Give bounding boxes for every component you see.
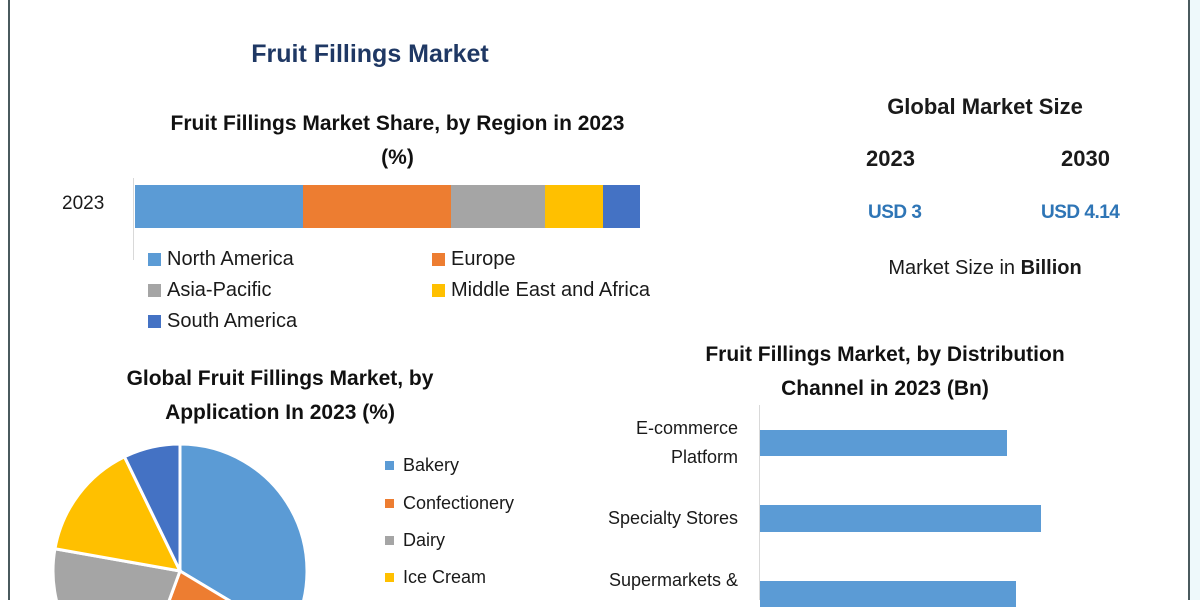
legend-swatch — [385, 573, 394, 582]
left-border — [8, 0, 10, 600]
legend-item-south-america: South America — [148, 310, 297, 333]
dist-label-specialty: Specialty Stores — [568, 504, 738, 533]
right-border — [1188, 0, 1190, 600]
dist-bar-supermarkets — [760, 581, 1016, 607]
pie-slice-dairy — [51, 547, 183, 600]
dist-bar-specialty — [760, 505, 1041, 532]
unit-bold: Billion — [1020, 257, 1082, 279]
pie-slice-bakery — [178, 442, 309, 600]
bar-segment-middle-east-and-africa — [545, 185, 604, 228]
legend-label: South America — [167, 310, 298, 332]
legend-item-ice-cream: Ice Cream — [385, 567, 486, 588]
legend-swatch — [385, 536, 394, 545]
region-chart-title: Fruit Fillings Market Share, by Region i… — [120, 107, 675, 175]
legend-item-north-america: North America — [148, 248, 294, 271]
unit-prefix: Market Size in — [888, 257, 1021, 279]
legend-swatch — [385, 461, 394, 470]
legend-swatch — [432, 284, 445, 297]
application-chart-title: Global Fruit Fillings Market, by Applica… — [70, 362, 490, 430]
legend-label: Asia-Pacific — [167, 279, 272, 301]
region-stacked-bar — [135, 185, 640, 228]
bar-segment-north-america — [135, 185, 304, 228]
global-market-size-title: Global Market Size — [887, 94, 1083, 119]
dist-label-ecommerce: E-commerce Platform — [568, 414, 738, 472]
legend-label: Bakery — [403, 455, 460, 475]
legend-item-dairy: Dairy — [385, 530, 445, 551]
market-size-unit: Market Size in Billion — [860, 257, 1110, 280]
legend-label: Europe — [451, 248, 516, 270]
legend-swatch — [148, 284, 161, 297]
legend-item-confectionery: Confectionery — [385, 493, 514, 514]
legend-item-asia-pacific: Asia-Pacific — [148, 279, 271, 302]
application-pie-chart — [51, 442, 309, 600]
distribution-chart-title-line1: Fruit Fillings Market, by Distribution — [705, 343, 1065, 366]
year-start: 2023 — [866, 146, 915, 171]
page-title: Fruit Fillings Market — [251, 40, 489, 68]
pie-slice-ice-cream — [53, 454, 183, 573]
pie-slice-other — [122, 442, 182, 572]
legend-label: Middle East and Africa — [451, 279, 650, 301]
dist-label-line2: Platform — [670, 447, 738, 467]
dist-label-line1: Specialty Stores — [607, 508, 738, 528]
distribution-chart-title: Fruit Fillings Market, by Distribution C… — [640, 338, 1130, 406]
legend-swatch — [385, 499, 394, 508]
legend-swatch — [148, 253, 161, 266]
distribution-chart-title-line2: Channel in 2023 (Bn) — [781, 377, 989, 400]
dist-label-line1: E-commerce — [635, 418, 738, 438]
legend-label: Ice Cream — [403, 567, 487, 587]
bar-segment-asia-pacific — [451, 185, 546, 228]
legend-swatch — [432, 253, 445, 266]
application-chart-title-line2: Application In 2023 (%) — [165, 401, 395, 424]
legend-label: Dairy — [403, 530, 446, 550]
region-category-label: 2023 — [62, 193, 105, 214]
right-margin — [1190, 0, 1200, 600]
dist-label-supermarkets: Supermarkets & — [568, 566, 738, 595]
dist-label-line1: Supermarkets & — [608, 570, 738, 590]
region-chart-title-line1: Fruit Fillings Market Share, by Region i… — [170, 112, 625, 135]
value-start: USD 3 — [868, 202, 922, 223]
legend-item-bakery: Bakery — [385, 455, 459, 476]
pie-slice-confectionery — [167, 568, 232, 600]
region-chart-title-line2: (%) — [381, 146, 414, 169]
dist-bar-ecommerce — [760, 430, 1008, 456]
bar-segment-south-america — [603, 185, 640, 228]
legend-label: Confectionery — [403, 493, 515, 513]
legend-item-europe: Europe — [432, 248, 516, 271]
legend-label: North America — [167, 248, 294, 270]
distribution-axis-line — [759, 405, 760, 600]
bar-segment-europe — [303, 185, 452, 228]
region-axis-line — [133, 178, 134, 260]
legend-swatch — [148, 315, 161, 328]
value-end: USD 4.14 — [1041, 202, 1120, 223]
legend-item-middle-east-africa: Middle East and Africa — [432, 279, 650, 302]
year-end: 2030 — [1061, 146, 1110, 171]
application-chart-title-line1: Global Fruit Fillings Market, by — [126, 367, 434, 390]
